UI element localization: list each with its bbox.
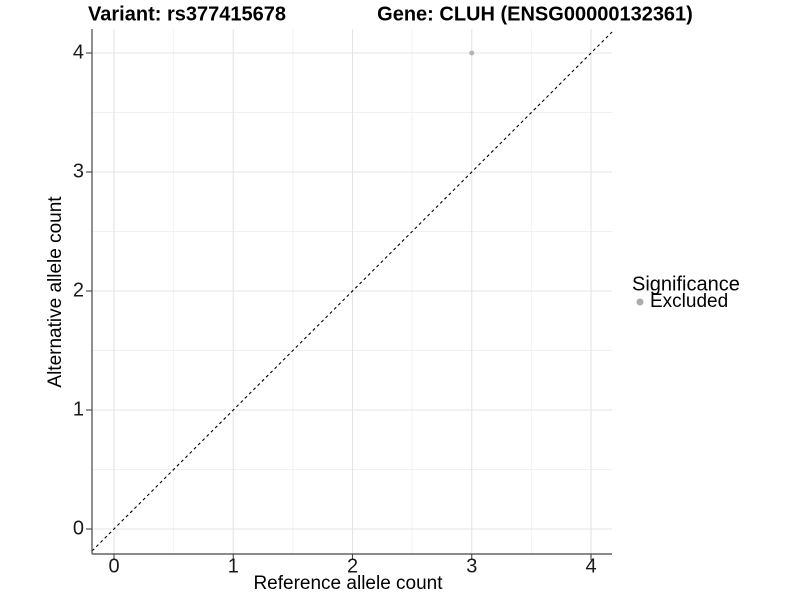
legend-title: Significance [632, 273, 740, 296]
identity-dashed-line [91, 31, 613, 552]
y-tick-label: 3 [72, 160, 84, 183]
y-tick-label: 1 [72, 398, 84, 421]
x-tick-label: 2 [346, 555, 359, 578]
gene-title: Gene: CLUH (ENSG00000132361) [377, 3, 693, 26]
y-tick-label: 4 [72, 41, 84, 64]
y-axis-title: Alternative allele count [45, 196, 66, 388]
legend-marker-circle-icon [636, 298, 644, 306]
x-tick-label: 0 [108, 555, 120, 578]
variant-title: Variant: rs377415678 [88, 3, 286, 26]
x-tick-label: 4 [585, 555, 597, 578]
legend-item-excluded: Excluded [650, 291, 729, 312]
x-tick-label: 3 [466, 555, 478, 578]
data-point [469, 50, 475, 56]
y-tick-label: 0 [72, 517, 84, 540]
x-axis-title: Reference allele count [253, 573, 443, 594]
x-tick-label: 1 [227, 555, 239, 578]
y-tick-label: 2 [72, 279, 84, 302]
